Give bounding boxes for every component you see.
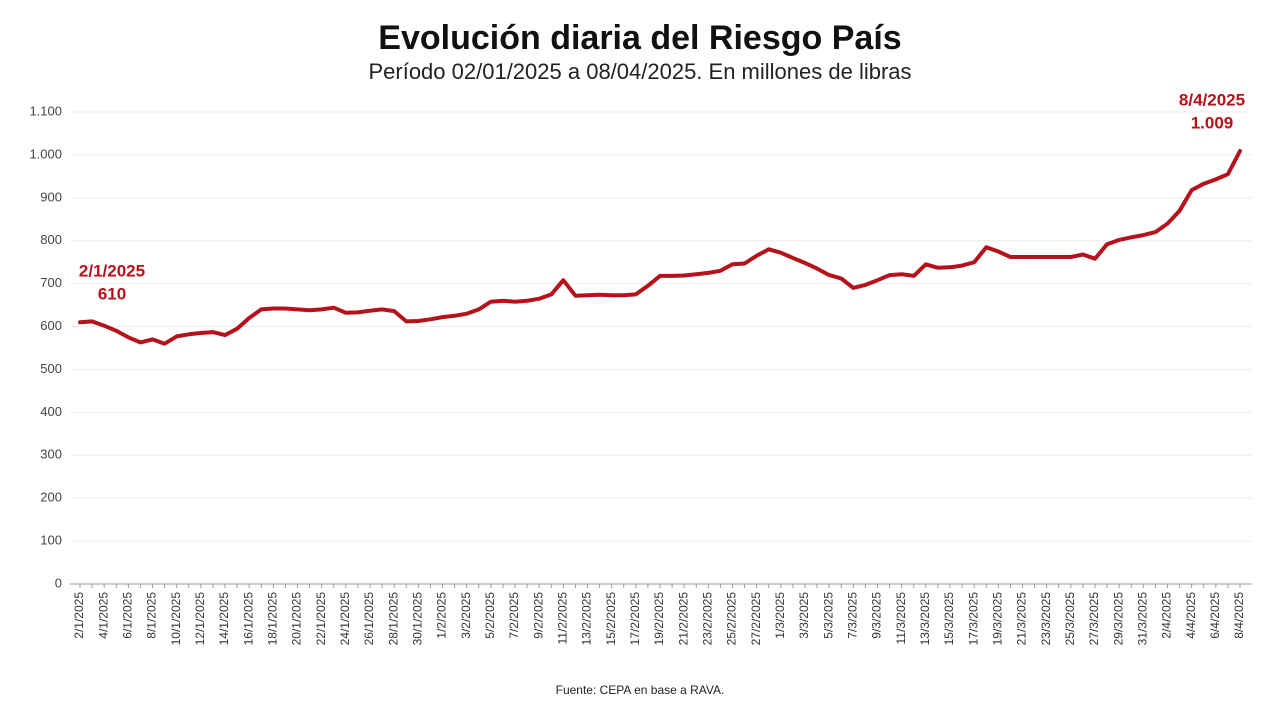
- x-tick-label: 17/3/2025: [966, 592, 980, 646]
- x-tick-label: 13/3/2025: [918, 592, 932, 646]
- chart-subtitle: Período 02/01/2025 a 08/04/2025. En mill…: [368, 59, 911, 84]
- x-tick-label: 5/2/2025: [483, 592, 497, 639]
- y-tick-label: 700: [40, 275, 62, 290]
- x-tick-label: 6/4/2025: [1208, 592, 1222, 639]
- x-tick-label: 14/1/2025: [217, 592, 231, 646]
- x-tick-label: 18/1/2025: [266, 592, 280, 646]
- data-label: 610: [98, 285, 126, 304]
- x-tick-label: 21/3/2025: [1015, 592, 1029, 646]
- x-tick-label: 9/3/2025: [870, 592, 884, 639]
- x-tick-label: 7/2/2025: [507, 592, 521, 639]
- annotation-date: 2/1/2025: [79, 262, 145, 281]
- y-tick-label: 800: [40, 232, 62, 247]
- x-tick-label: 13/2/2025: [580, 592, 594, 646]
- x-tick-label: 3/3/2025: [797, 592, 811, 639]
- x-tick-label: 19/3/2025: [991, 592, 1005, 646]
- y-tick-label: 900: [40, 189, 62, 204]
- x-tick-label: 12/1/2025: [193, 592, 207, 646]
- y-tick-label: 500: [40, 361, 62, 376]
- y-tick-label: 100: [40, 533, 62, 548]
- x-tick-label: 1/3/2025: [773, 592, 787, 639]
- x-tick-label: 25/3/2025: [1063, 592, 1077, 646]
- y-tick-label: 0: [55, 575, 62, 590]
- x-tick-label: 22/1/2025: [314, 592, 328, 646]
- data-label: 1.009: [1191, 114, 1234, 133]
- x-tick-label: 4/4/2025: [1184, 592, 1198, 639]
- x-tick-label: 17/2/2025: [628, 592, 642, 646]
- x-tick-label: 27/3/2025: [1087, 592, 1101, 646]
- x-tick-label: 31/3/2025: [1136, 592, 1150, 646]
- x-tick-label: 16/1/2025: [241, 592, 255, 646]
- x-tick-label: 10/1/2025: [169, 592, 183, 646]
- x-tick-label: 7/3/2025: [846, 592, 860, 639]
- x-tick-label: 29/3/2025: [1111, 592, 1125, 646]
- y-tick-label: 1.000: [29, 146, 62, 161]
- x-tick-label: 1/2/2025: [435, 592, 449, 639]
- x-tick-label: 19/2/2025: [652, 592, 666, 646]
- x-tick-label: 11/3/2025: [894, 592, 908, 645]
- x-tick-label: 23/2/2025: [701, 592, 715, 646]
- x-tick-label: 8/4/2025: [1232, 592, 1246, 639]
- x-tick-label: 21/2/2025: [676, 592, 690, 646]
- x-tick-label: 5/3/2025: [821, 592, 835, 639]
- chart-title: Evolución diaria del Riesgo País: [378, 19, 901, 57]
- x-tick-label: 6/1/2025: [121, 592, 135, 639]
- y-tick-label: 200: [40, 490, 62, 505]
- x-tick-label: 25/2/2025: [725, 592, 739, 646]
- x-tick-label: 9/2/2025: [531, 592, 545, 639]
- x-tick-label: 15/3/2025: [942, 592, 956, 646]
- y-tick-label: 400: [40, 404, 62, 419]
- x-tick-label: 24/1/2025: [338, 592, 352, 646]
- x-tick-label: 3/2/2025: [459, 592, 473, 639]
- x-tick-label: 8/1/2025: [145, 592, 159, 639]
- x-tick-label: 28/1/2025: [386, 592, 400, 646]
- x-tick-label: 2/4/2025: [1160, 592, 1174, 639]
- x-tick-label: 20/1/2025: [290, 592, 304, 646]
- x-tick-label: 30/1/2025: [411, 592, 425, 646]
- annotation-date: 8/4/2025: [1179, 91, 1245, 110]
- y-tick-label: 600: [40, 318, 62, 333]
- x-tick-label: 11/2/2025: [556, 592, 570, 645]
- x-tick-label: 15/2/2025: [604, 592, 618, 646]
- x-tick-label: 27/2/2025: [749, 592, 763, 646]
- x-tick-label: 4/1/2025: [96, 592, 110, 639]
- x-tick-label: 23/3/2025: [1039, 592, 1053, 646]
- x-tick-label: 2/1/2025: [72, 592, 86, 639]
- x-tick-label: 26/1/2025: [362, 592, 376, 646]
- line: [78, 149, 1242, 346]
- y-tick-label: 1.100: [29, 103, 62, 118]
- source: Fuente: CEPA en base a RAVA.: [556, 683, 725, 697]
- y-tick-label: 300: [40, 447, 62, 462]
